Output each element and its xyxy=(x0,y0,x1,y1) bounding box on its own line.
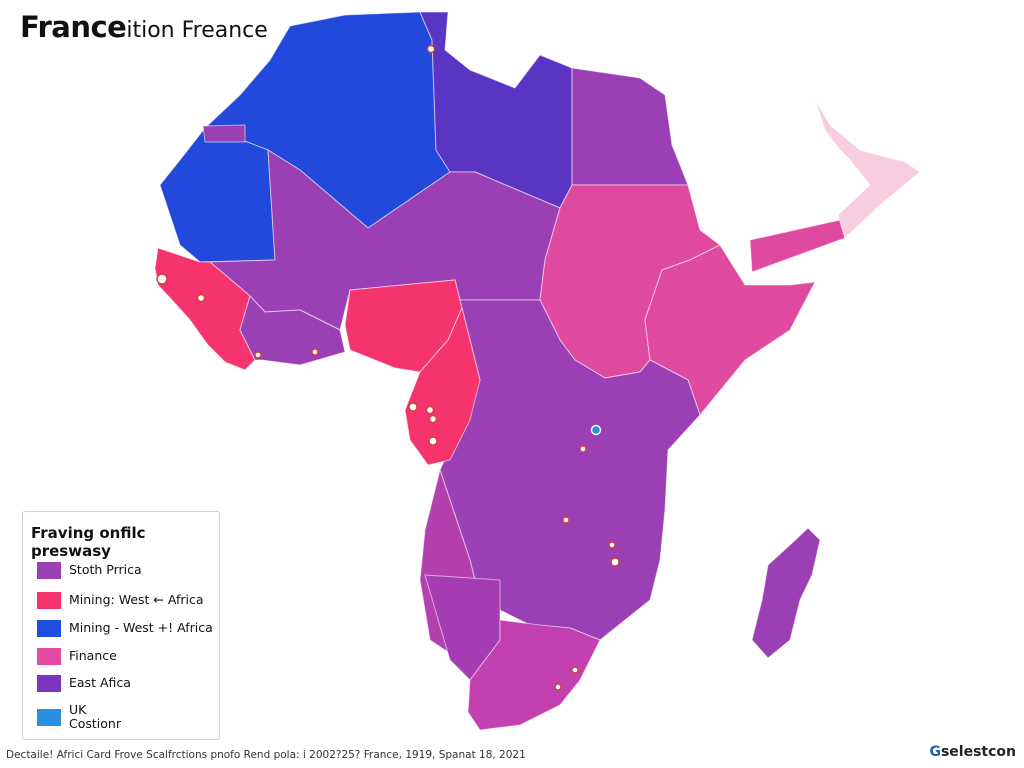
map-marker[interactable] xyxy=(254,351,262,359)
map-marker-blue[interactable] xyxy=(590,424,602,436)
legend-label: Finance xyxy=(69,648,117,663)
region-nigeria[interactable] xyxy=(344,279,463,373)
legend-item: Mining: West ← Africa xyxy=(37,590,204,610)
legend-swatch xyxy=(37,708,61,726)
region-yemen-strip[interactable] xyxy=(749,219,846,273)
legend-swatch xyxy=(37,619,61,637)
region-west-africa-red[interactable] xyxy=(154,247,256,371)
legend-label: Mining: West ← Africa xyxy=(69,592,204,607)
region-western-sahara[interactable] xyxy=(159,127,276,263)
region-egypt[interactable] xyxy=(571,67,689,186)
legend-swatch xyxy=(37,591,61,609)
brand-logo: Gselestcon xyxy=(929,744,1016,760)
legend-item: UK Costionr xyxy=(37,702,121,732)
map-marker[interactable] xyxy=(608,541,616,549)
map-title-bold: France xyxy=(20,10,127,44)
country-regions xyxy=(154,11,921,731)
legend-item: Stoth Prrica xyxy=(37,560,142,580)
map-title: Franceition Freance xyxy=(20,10,268,44)
region-gabon-cameroon[interactable] xyxy=(404,307,481,466)
map-legend: Fraving onfilc preswasy Stoth Prrica Mini… xyxy=(22,511,220,740)
map-marker[interactable] xyxy=(156,273,168,285)
map-marker[interactable] xyxy=(571,666,579,674)
map-marker[interactable] xyxy=(562,516,570,524)
legend-title: Fraving onfilc preswasy xyxy=(31,524,146,560)
region-ivory-coast-ghana[interactable] xyxy=(239,295,346,366)
brand-logo-text: selestcon xyxy=(940,744,1016,760)
region-morocco-strip[interactable] xyxy=(202,124,246,143)
legend-swatch xyxy=(37,647,61,665)
legend-swatch xyxy=(37,674,61,692)
legend-swatch xyxy=(37,561,61,579)
map-marker[interactable] xyxy=(428,436,438,446)
region-madagascar[interactable] xyxy=(751,527,821,659)
legend-label: East Afica xyxy=(69,675,131,690)
region-south-africa[interactable] xyxy=(467,619,601,731)
map-marker[interactable] xyxy=(408,402,418,412)
legend-item: East Afica xyxy=(37,673,131,693)
legend-label: UK Costionr xyxy=(69,702,121,731)
map-marker[interactable] xyxy=(426,44,436,54)
map-caption: Dectaile! Africi Card Frove Scalfrctions… xyxy=(6,749,526,761)
map-marker[interactable] xyxy=(554,683,562,691)
map-marker[interactable] xyxy=(311,348,319,356)
map-marker[interactable] xyxy=(196,293,206,303)
legend-label: Mining - West +! Africa xyxy=(69,620,213,635)
brand-logo-g: G xyxy=(929,744,941,760)
legend-label: Stoth Prrica xyxy=(69,562,142,577)
legend-item: Finance xyxy=(37,646,117,666)
map-title-rest: ition Freance xyxy=(126,18,268,43)
map-marker[interactable] xyxy=(610,557,620,567)
map-marker[interactable] xyxy=(579,445,587,453)
map-marker[interactable] xyxy=(428,414,438,424)
region-oman-light[interactable] xyxy=(814,99,921,239)
legend-item: Mining - West +! Africa xyxy=(37,618,213,638)
map-marker[interactable] xyxy=(425,405,435,415)
region-ethiopia[interactable] xyxy=(644,244,816,416)
map-markers xyxy=(156,44,620,691)
